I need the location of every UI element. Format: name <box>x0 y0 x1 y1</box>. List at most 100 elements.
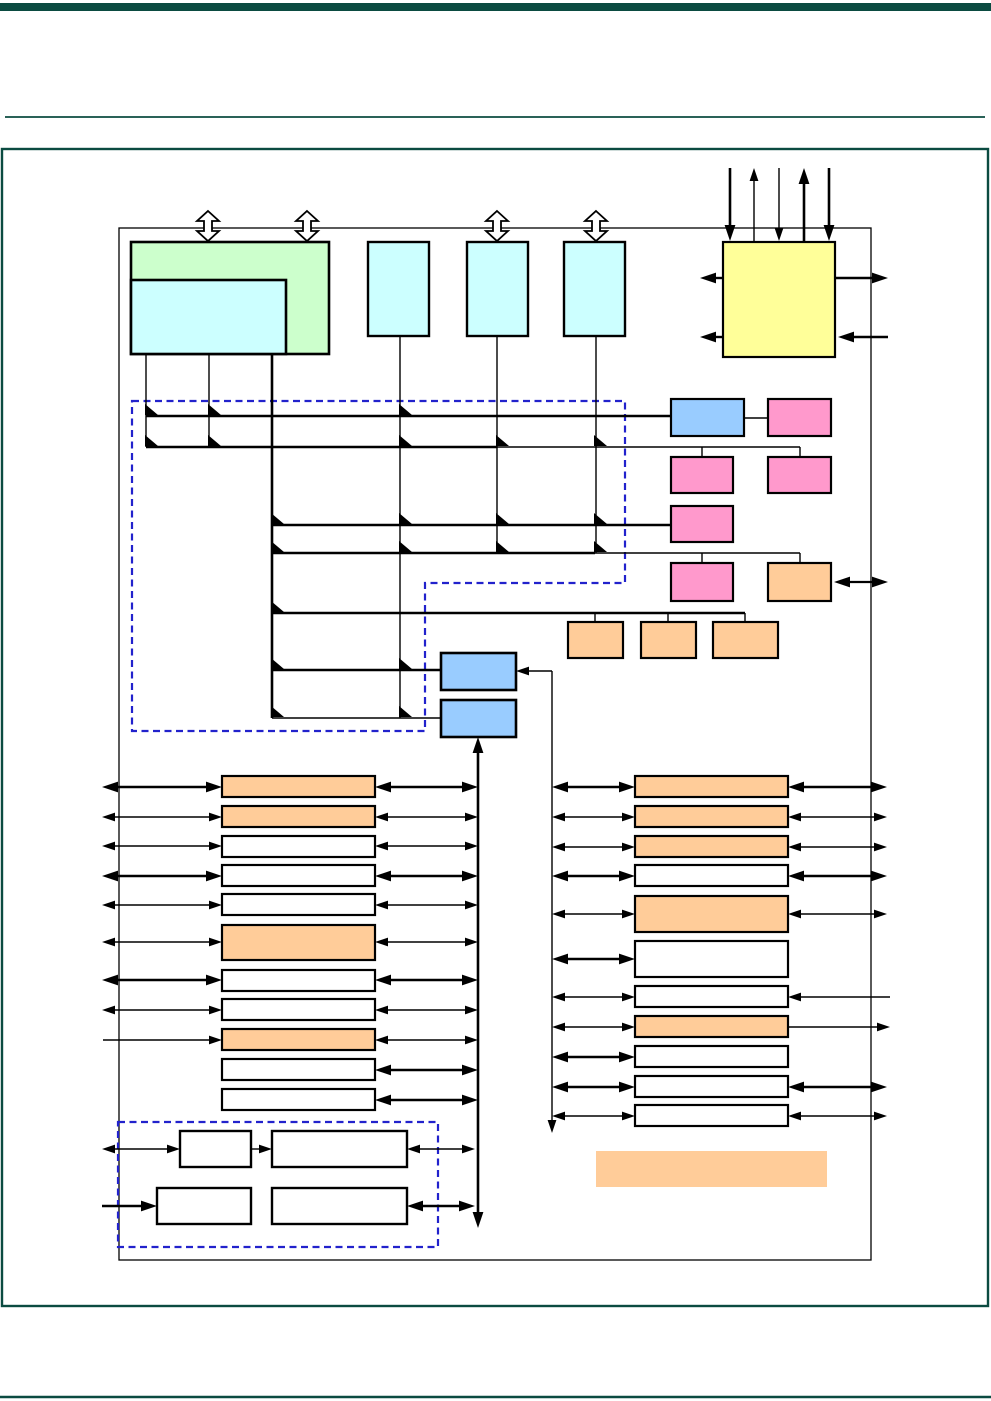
left-row-5-bus-arrow-head <box>375 900 388 910</box>
left-row-5-box <box>220 892 377 917</box>
right-row-7-bus-arrow-head <box>552 992 565 1002</box>
right-row-5-box <box>633 894 790 934</box>
block-pink-3 <box>766 455 833 495</box>
bidir-arrow-3 <box>483 209 511 243</box>
osc-box-a1 <box>178 1129 253 1169</box>
left-row-2-pin-arrow-head <box>102 812 115 822</box>
right-row-7-pin-line-head <box>788 992 801 1002</box>
left-row-9-bus-arrow-head <box>375 1035 388 1045</box>
right-row-2-pin-arrow-head <box>874 812 887 822</box>
right-row-11-box <box>633 1103 790 1128</box>
right-row-3-box <box>633 834 790 859</box>
left-row-1-pin-arrow-head <box>206 781 222 793</box>
right-row-10-bus-arrow-head <box>619 1081 635 1093</box>
left-row-10-bus-arrow-head <box>462 1064 478 1076</box>
port-bundle-arrow-3-head <box>774 228 784 241</box>
left-row-4-box <box>220 863 377 888</box>
left-row-8-bus-arrow-head <box>375 1005 388 1015</box>
left-row-11-box <box>220 1087 377 1112</box>
left-row-6-box <box>220 923 377 962</box>
block-cyan-sub <box>129 278 288 356</box>
bidir-arrow-4 <box>582 209 610 243</box>
bus-junction-18 <box>271 658 284 669</box>
port-bundle-arrow-1-head <box>724 225 736 241</box>
left-row-4-pin-arrow-head <box>102 870 118 882</box>
osc-row-b-bus-arrow-head <box>459 1200 475 1212</box>
right-row-2-bus-arrow-head <box>552 812 565 822</box>
port-bundle-arrow-2-head <box>749 168 759 181</box>
block-pink-1 <box>766 397 833 438</box>
bidir-arrow-1 <box>194 209 222 243</box>
left-row-7-pin-arrow-head <box>206 974 222 986</box>
block-pink-5 <box>669 561 735 603</box>
right-trunk-line-head <box>547 1120 557 1133</box>
left-row-7-box <box>220 968 377 993</box>
osc-row-a-pin-arrow-head <box>102 1144 115 1154</box>
left-row-2-pin-arrow-head <box>209 812 222 822</box>
block-orange-b <box>639 620 698 660</box>
right-row-1-bus-arrow-head <box>552 781 568 793</box>
bus-junction-7 <box>496 435 509 446</box>
right-row-5-bus-arrow-head <box>552 909 565 919</box>
left-row-11-bus-arrow-head <box>375 1094 391 1106</box>
right-row-11-pin-arrow-head <box>874 1111 887 1121</box>
right-row-2-bus-arrow-head <box>622 812 635 822</box>
right-row-4-pin-arrow-head <box>871 870 887 882</box>
left-row-8-box <box>220 997 377 1022</box>
osc-box-b2 <box>270 1186 409 1226</box>
left-row-6-bus-arrow-head <box>465 937 478 947</box>
block-pink-2 <box>669 455 735 495</box>
left-row-3-pin-arrow-head <box>102 841 115 851</box>
bus-junction-3 <box>399 404 412 415</box>
center-trunk-line-head <box>472 737 484 753</box>
left-row-1-pin-arrow-head <box>102 781 118 793</box>
right-row-4-box <box>633 863 790 888</box>
block-cyan-3 <box>465 240 530 338</box>
osc-row-b-pin-arrow-head <box>141 1200 157 1212</box>
left-row-3-pin-arrow-head <box>209 841 222 851</box>
right-row-5-pin-arrow-head <box>788 909 801 919</box>
bus-junction-8 <box>594 435 607 446</box>
bus-junction-19 <box>399 658 412 669</box>
right-row-9-bus-arrow-head <box>552 1051 568 1063</box>
bus-junction-6 <box>399 435 412 446</box>
left-row-9-bus-arrow-head <box>465 1035 478 1045</box>
yellow-in-right-bottom-head <box>838 331 854 343</box>
orange1-external-head <box>834 576 850 588</box>
left-row-6-bus-arrow-head <box>375 937 388 947</box>
left-row-1-bus-arrow-head <box>375 781 391 793</box>
left-row-7-pin-arrow-head <box>102 974 118 986</box>
blue-a-input-head <box>516 666 529 676</box>
right-row-2-box <box>633 804 790 829</box>
block-blue-1 <box>669 397 746 438</box>
right-row-10-bus-arrow-head <box>552 1081 568 1093</box>
right-row-11-bus-arrow-head <box>622 1111 635 1121</box>
left-row-2-box <box>220 804 377 829</box>
block-yellow-ports <box>721 240 837 359</box>
bus-matrix-dashed-region <box>130 399 627 733</box>
bus-junction-21 <box>399 706 412 717</box>
right-row-9-box <box>633 1044 790 1069</box>
bus-junction-5 <box>208 435 221 446</box>
block-pink-4 <box>669 504 735 544</box>
bidir-arrow-2 <box>293 209 321 243</box>
bus-junction-16 <box>594 541 607 552</box>
left-row-3-box <box>220 834 377 859</box>
right-row-5-pin-arrow-head <box>874 909 887 919</box>
right-row-8-bus-arrow-head <box>552 1022 565 1032</box>
right-row-7-box <box>633 984 790 1009</box>
right-row-3-bus-arrow-head <box>552 842 565 852</box>
right-row-3-pin-arrow-head <box>874 842 887 852</box>
right-row-7-bus-arrow-head <box>622 992 635 1002</box>
left-row-4-bus-arrow-head <box>375 870 391 882</box>
left-row-2-bus-arrow-head <box>375 812 388 822</box>
osc-box-a2 <box>270 1129 409 1169</box>
bus-junction-1 <box>145 404 158 415</box>
right-row-10-pin-arrow-head <box>871 1081 887 1093</box>
figure-frame <box>0 147 990 1308</box>
left-row-6-pin-arrow-head <box>102 937 115 947</box>
right-row-4-pin-arrow-head <box>788 870 804 882</box>
right-row-6-bus-arrow-head <box>619 953 635 965</box>
block-orange-1 <box>766 561 833 603</box>
